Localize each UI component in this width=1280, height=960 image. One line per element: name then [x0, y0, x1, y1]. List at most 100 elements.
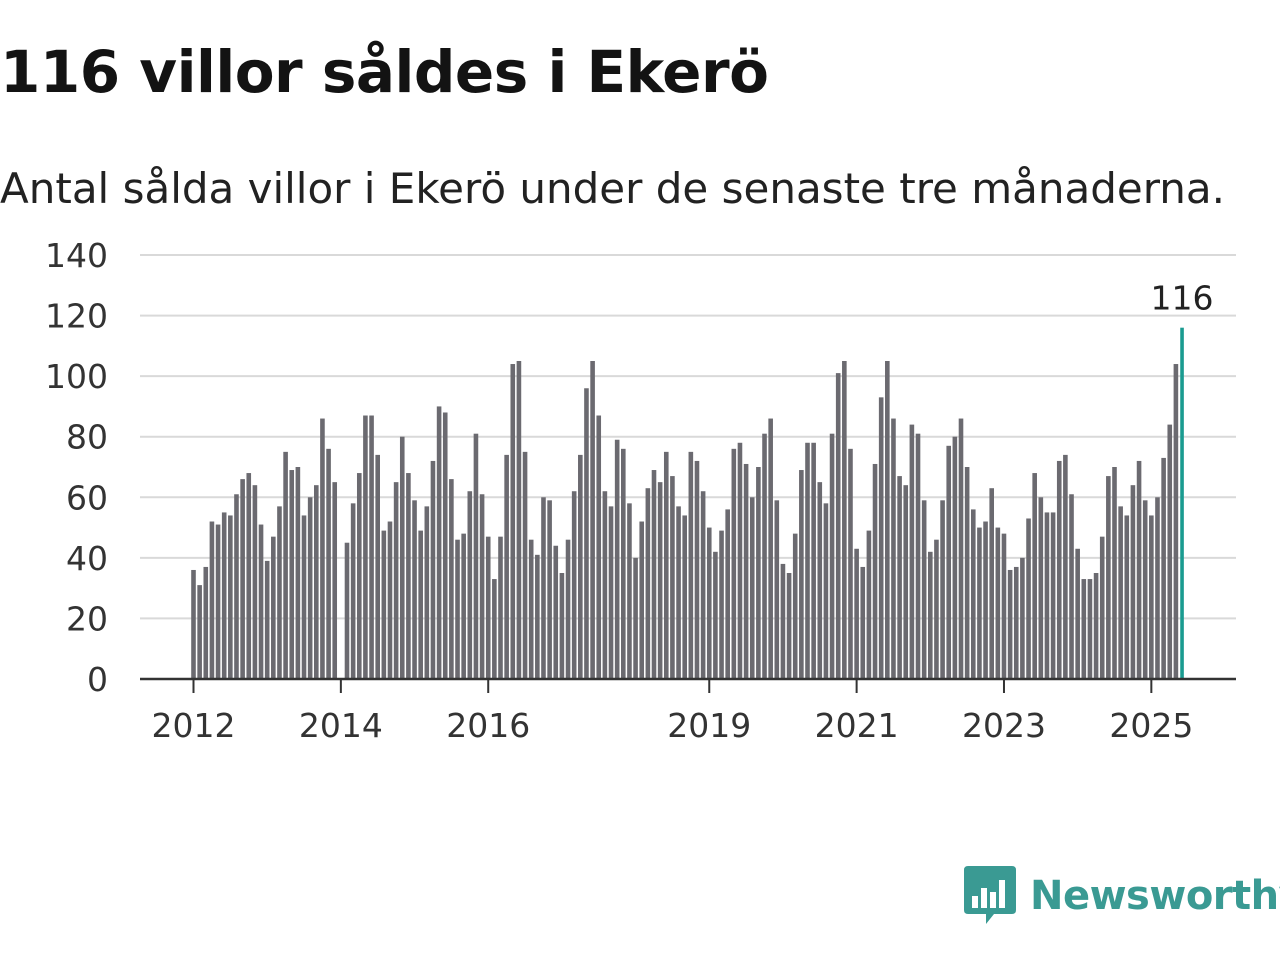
bar	[823, 503, 829, 679]
bar	[424, 506, 430, 679]
bar	[952, 436, 958, 679]
bar	[221, 512, 227, 679]
bar	[1112, 467, 1117, 679]
bar	[780, 563, 786, 679]
bar	[1124, 515, 1130, 679]
bar	[449, 479, 454, 679]
bar	[860, 566, 866, 679]
bar	[1056, 460, 1062, 679]
bar	[553, 545, 559, 679]
bar-chart: 0 20 40 60 80 100 120 140 2012 2014 2016 2019 2021 20…	[45, 236, 1236, 745]
bar	[1007, 569, 1013, 679]
y-tick-label: 60	[66, 478, 108, 517]
bar	[1142, 500, 1148, 679]
bar	[326, 448, 331, 679]
bar	[614, 439, 620, 679]
x-tick-label: 2016	[446, 706, 530, 745]
bar	[1050, 512, 1056, 679]
bar	[209, 521, 215, 679]
bar	[528, 539, 534, 679]
bar	[535, 554, 540, 679]
bar	[485, 536, 491, 679]
bar	[467, 491, 473, 679]
bar	[332, 482, 338, 679]
bar	[1093, 573, 1099, 679]
bar	[1167, 424, 1173, 679]
bar	[571, 491, 577, 679]
bar	[1099, 536, 1105, 679]
bar	[663, 451, 669, 679]
brand-name: Newsworthy	[1030, 873, 1280, 919]
labels: 0 20 40 60 80 100 120 140 2012 2014 2016 2019 2021 20…	[45, 236, 1214, 745]
bar	[799, 470, 804, 679]
bar	[633, 557, 638, 679]
bar	[492, 579, 497, 679]
bar	[442, 412, 448, 679]
bar	[498, 536, 503, 679]
bar	[1063, 454, 1068, 679]
bar	[621, 448, 626, 679]
bar	[1075, 548, 1080, 679]
bar	[264, 560, 270, 679]
bar	[713, 551, 718, 679]
x-tick-label: 2019	[667, 706, 751, 745]
bar	[934, 539, 939, 679]
chart-subtitle: Antal sålda villor i Ekerö under de sena…	[0, 164, 1225, 213]
bar	[455, 539, 460, 679]
bar	[406, 473, 411, 679]
bar	[479, 494, 485, 679]
bar	[590, 361, 595, 679]
bar	[928, 551, 933, 679]
bar	[510, 364, 516, 679]
bar	[197, 585, 202, 679]
bar	[970, 509, 976, 679]
bar	[842, 361, 847, 679]
bars	[191, 327, 1184, 679]
bar	[700, 491, 706, 679]
chart-title: 116 villor såldes i Ekerö	[0, 38, 769, 106]
bar	[191, 569, 196, 679]
bar	[1130, 485, 1136, 679]
bar	[234, 494, 239, 679]
bar	[921, 500, 927, 679]
bar	[682, 515, 687, 679]
bar	[369, 415, 374, 679]
bar	[835, 373, 841, 679]
bar	[381, 530, 387, 679]
bar	[277, 506, 282, 679]
bar	[725, 509, 730, 679]
bar	[706, 527, 712, 679]
bar	[885, 361, 890, 679]
bar	[418, 530, 423, 679]
bar	[805, 442, 810, 679]
bar	[817, 482, 823, 679]
bar	[964, 467, 970, 679]
newsworthy-logo: Newsworthy	[964, 866, 1280, 926]
bar	[749, 497, 755, 679]
bar	[915, 433, 921, 679]
bar	[1149, 515, 1154, 679]
bar	[350, 503, 356, 679]
y-tick-label: 140	[45, 236, 108, 275]
bar	[1044, 512, 1050, 679]
axes	[140, 677, 1236, 693]
x-tick-label: 2021	[815, 706, 899, 745]
bar	[1118, 506, 1123, 679]
bar	[541, 497, 546, 679]
x-tick-label: 2012	[152, 706, 236, 745]
bar	[283, 451, 288, 679]
bar	[958, 418, 964, 679]
bar	[627, 503, 632, 679]
bar	[1069, 494, 1074, 679]
bar	[344, 542, 350, 679]
bar	[228, 515, 233, 679]
bar	[995, 527, 1001, 679]
bar	[584, 388, 589, 679]
bar	[430, 460, 436, 679]
bar	[872, 463, 878, 679]
bar	[1032, 473, 1037, 679]
bar	[756, 467, 761, 679]
bar	[578, 454, 583, 679]
bar	[891, 418, 896, 679]
bar	[829, 433, 835, 679]
